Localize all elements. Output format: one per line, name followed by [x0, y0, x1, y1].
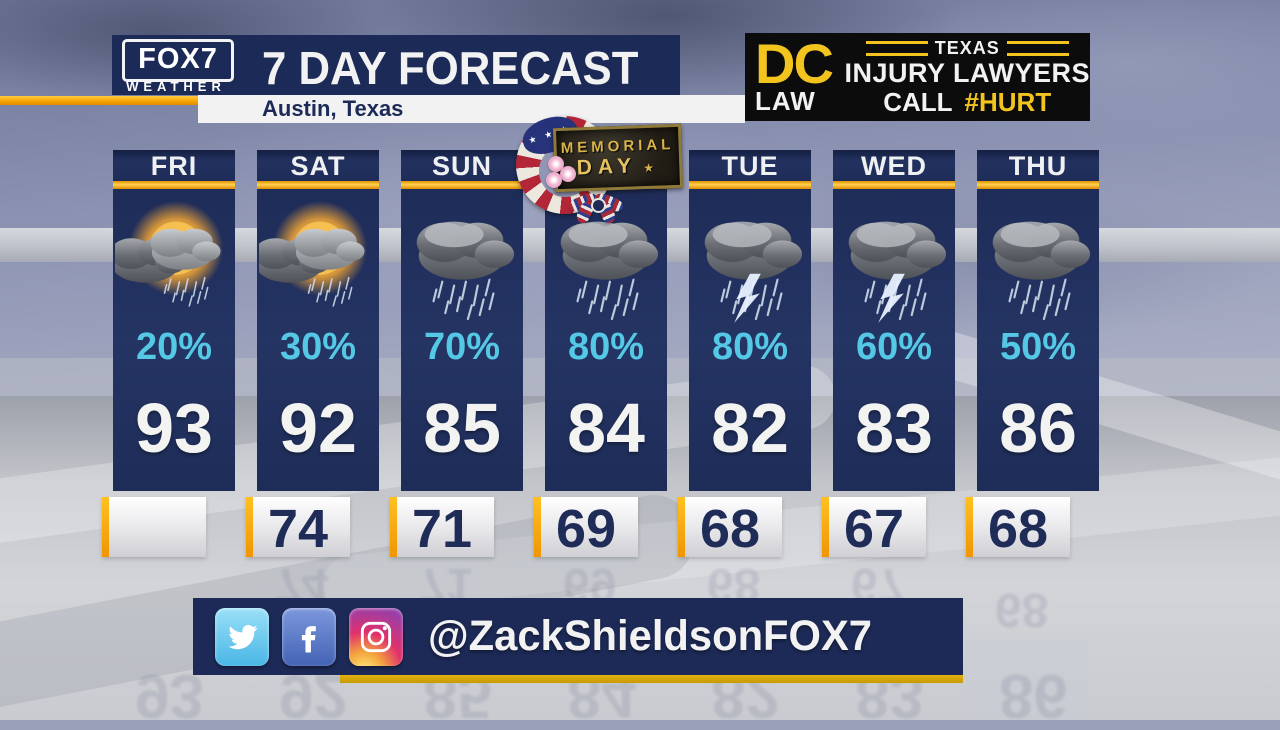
- day-label: THU: [977, 150, 1099, 181]
- high-temp: 82: [711, 389, 789, 467]
- forecast-column-tue: TUE 80% 82 68: [678, 150, 811, 559]
- forecast-column-wed: WED 60% 83 67: [822, 150, 955, 559]
- sponsor-tagline: INJURY LAWYERS: [844, 58, 1090, 88]
- day-label: FRI: [113, 150, 235, 181]
- double-line-decoration: [1006, 41, 1069, 56]
- precip-chance: 60%: [855, 326, 933, 368]
- sponsor-brand-top: DC: [755, 32, 834, 95]
- precip-chance: 80%: [567, 326, 645, 368]
- day-label: WED: [833, 150, 955, 181]
- high-temp: 83: [855, 389, 933, 467]
- low-temp-box: 67: [822, 497, 926, 559]
- forecast-panel: 70% 85: [401, 189, 523, 491]
- forecast-panel: 30% 92: [257, 189, 379, 491]
- low-temp: 68: [699, 499, 761, 559]
- flower-icon: [560, 166, 576, 182]
- precip-chance: 20%: [135, 326, 213, 368]
- high-temp: 84: [567, 389, 645, 467]
- twitter-icon: [215, 607, 269, 666]
- sun-cloud-rain-icon: [115, 195, 233, 325]
- fox7-logo-text: FOX7: [138, 43, 218, 75]
- storm-cloud-icon: [835, 195, 953, 325]
- forecast-column-thu: THU 50% 86 68: [966, 150, 1099, 559]
- sponsor-ad: DC LAW TEXAS INJURY LAWYERS CALL #HURT: [745, 33, 1090, 121]
- divider-stripe: [689, 181, 811, 189]
- precip-chance: 80%: [711, 326, 789, 368]
- storm-cloud-icon: [691, 195, 809, 325]
- day-label: SAT: [257, 150, 379, 181]
- low-temp: 68: [987, 499, 1049, 559]
- facebook-icon: [282, 607, 336, 666]
- social-bar: @ZackShieldsonFOX7: [193, 598, 963, 675]
- reflection-text: 86: [999, 661, 1068, 730]
- low-temp-box: [102, 497, 206, 557]
- sun-cloud-rain-icon: [259, 195, 377, 325]
- page-title: 7 DAY FORECAST: [262, 42, 639, 94]
- low-temp: 67: [843, 499, 905, 559]
- social-handle: @ZackShieldsonFOX7: [428, 612, 872, 660]
- sponsor-text: TEXAS INJURY LAWYERS CALL #HURT: [844, 38, 1090, 116]
- precip-chance: 30%: [279, 326, 357, 368]
- low-temp-box: 74: [246, 497, 350, 559]
- memorial-plaque: MEMORIAL DAY ★: [552, 123, 684, 193]
- fox7-logo-weather-label: WEATHER: [126, 79, 226, 94]
- low-temp: 69: [555, 499, 617, 559]
- reflection-box: [966, 640, 1088, 720]
- forecast-column-fri: FRI 20% 93: [102, 150, 235, 557]
- forecast-panel: 80% 82: [689, 189, 811, 491]
- day-label: SUN: [401, 150, 523, 181]
- divider-stripe: [113, 181, 235, 189]
- low-temp-box: 69: [534, 497, 638, 559]
- forecast-column-sat: SAT 30% 92 74: [246, 150, 379, 559]
- ribbon-knot: [591, 198, 606, 213]
- flower-icon: [548, 156, 564, 172]
- low-temp-box: 71: [390, 497, 494, 559]
- memorial-line2: DAY ★: [576, 153, 661, 179]
- location-bar: Austin, Texas: [198, 95, 745, 123]
- instagram-icon: [349, 607, 403, 666]
- sponsor-brand: DC LAW: [745, 32, 844, 116]
- low-temp-box: 68: [678, 497, 782, 559]
- rain-cloud-icon: [403, 195, 521, 325]
- divider-stripe: [977, 181, 1099, 189]
- reflection-text: 68: [995, 583, 1049, 636]
- memorial-day-badge: ★ ★ ★ MEMORIAL DAY ★: [516, 110, 684, 226]
- precip-chance: 70%: [423, 326, 501, 368]
- divider-stripe: [833, 181, 955, 189]
- high-temp: 92: [279, 389, 357, 467]
- high-temp: 86: [999, 389, 1077, 467]
- day-label: TUE: [689, 150, 811, 181]
- low-temp-box: 68: [966, 497, 1070, 559]
- double-line-decoration: [865, 41, 928, 56]
- divider-stripe: [401, 181, 523, 189]
- sponsor-brand-bottom: LAW: [755, 86, 816, 116]
- forecast-panel: 20% 93: [113, 189, 235, 491]
- sponsor-call: CALL: [883, 87, 953, 117]
- sponsor-region: TEXAS: [934, 38, 1000, 58]
- high-temp: 93: [135, 389, 213, 467]
- location-label: Austin, Texas: [262, 96, 404, 121]
- fox7-logo: FOX7: [122, 39, 234, 82]
- forecast-panel: 60% 83: [833, 189, 955, 491]
- low-temp: 71: [411, 499, 473, 559]
- flower-icon: [546, 172, 562, 188]
- divider-stripe: [257, 181, 379, 189]
- high-temp: 85: [423, 389, 501, 467]
- header-bar: FOX7 WEATHER 7 DAY FORECAST: [112, 35, 680, 95]
- rain-cloud-icon: [979, 195, 1097, 325]
- social-bar-gold-stripe: [340, 675, 963, 683]
- star-icon: ★: [642, 160, 661, 175]
- forecast-panel: 50% 86: [977, 189, 1099, 491]
- sponsor-call-tag: #HURT: [964, 87, 1052, 117]
- header-accent-stripe: [0, 96, 198, 105]
- precip-chance: 50%: [999, 326, 1077, 368]
- low-temp: 74: [267, 499, 329, 559]
- forecast-panel: 80% 84: [545, 189, 667, 491]
- forecast-column-sun: SUN 70% 85 71: [390, 150, 523, 559]
